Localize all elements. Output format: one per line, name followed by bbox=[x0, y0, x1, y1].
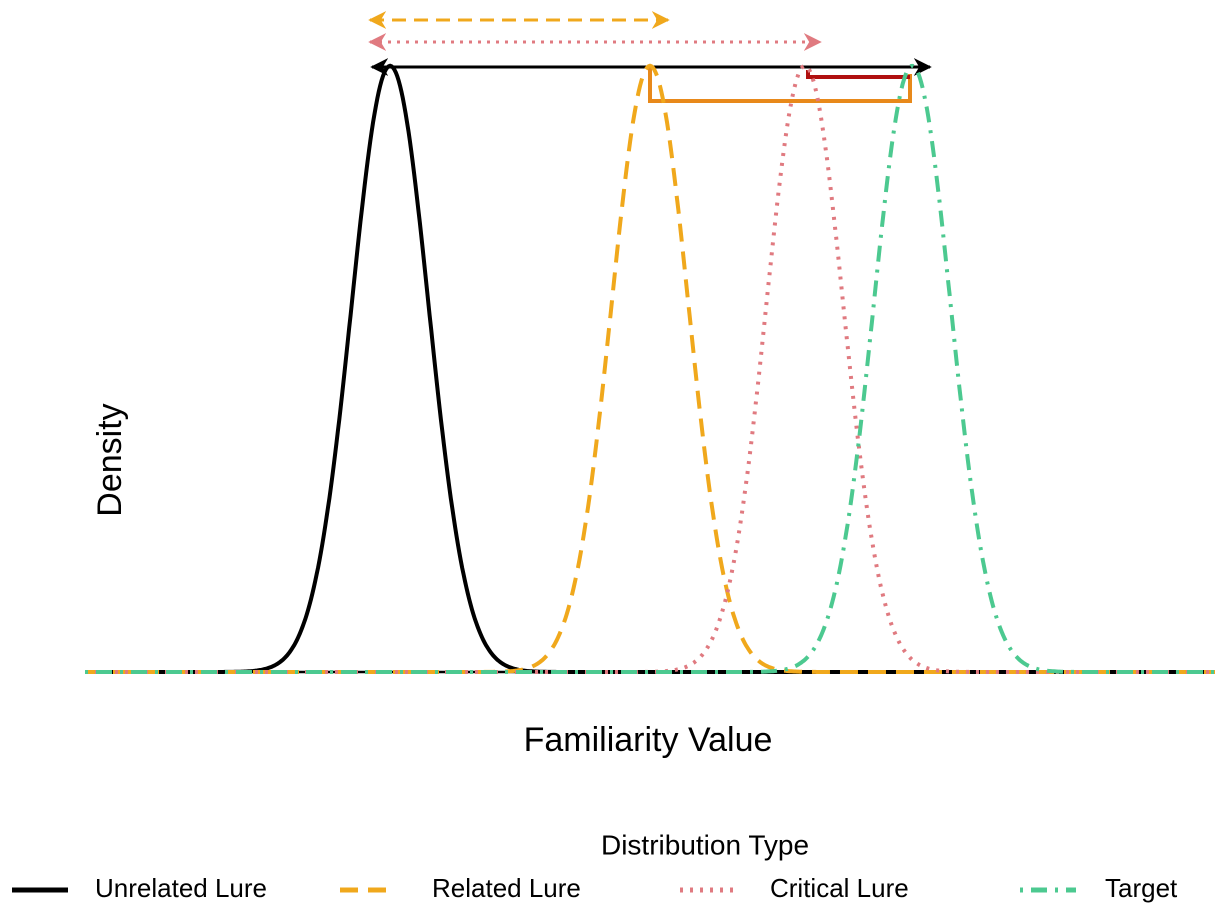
legend-label: Critical Lure bbox=[770, 873, 909, 903]
legend-title: Distribution Type bbox=[601, 829, 809, 860]
annotation-bracket bbox=[806, 70, 910, 79]
density-curve bbox=[85, 63, 1215, 674]
y-axis-label: Density bbox=[91, 403, 129, 516]
legend-label: Target bbox=[1105, 873, 1178, 903]
legend-label: Unrelated Lure bbox=[95, 873, 267, 903]
x-axis-label: Familiarity Value bbox=[524, 721, 773, 759]
density-curve bbox=[85, 63, 1215, 674]
annotation-bracket bbox=[648, 68, 912, 103]
density-curve bbox=[85, 63, 1215, 674]
legend-label: Related Lure bbox=[432, 873, 581, 903]
density-curve bbox=[85, 63, 1215, 674]
